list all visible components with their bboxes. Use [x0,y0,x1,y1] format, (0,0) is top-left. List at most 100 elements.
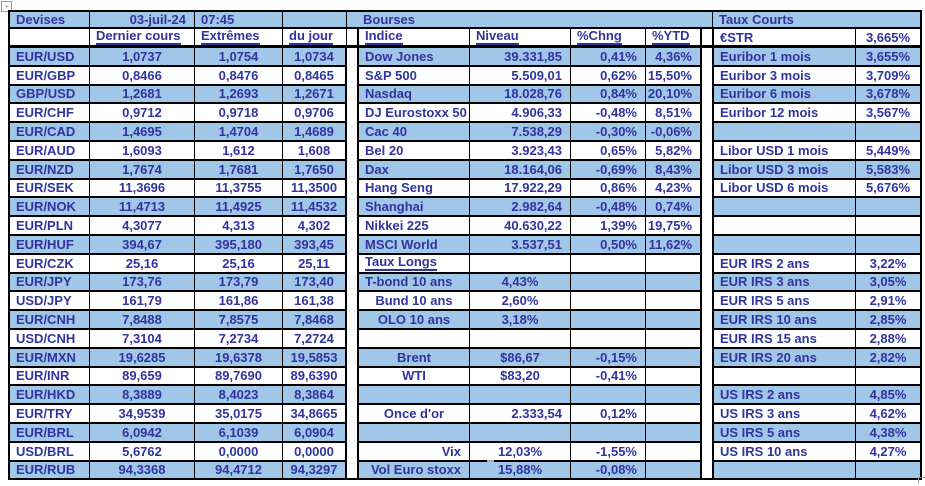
niveau-cell[interactable]: 5.509,01 [470,66,571,86]
devises-title-cell[interactable]: Devises [8,10,90,29]
pct-chng-cell[interactable]: 0,12% [571,405,646,424]
extremes-cell[interactable]: 0,9718 [195,104,283,124]
pct-ytd-cell[interactable] [646,254,702,274]
pct-ytd-cell[interactable] [646,386,702,406]
pct-chng-cell[interactable] [571,273,646,293]
taux-value-cell[interactable] [856,198,922,218]
taux-label-cell[interactable]: EUR IRS 3 ans [712,273,856,293]
niveau-cell[interactable]: 40.630,22 [470,217,571,236]
taux-value-cell[interactable]: 4,85% [856,386,922,406]
du-jour-cell[interactable]: 8,3864 [283,386,347,406]
currency-pair-cell[interactable]: USD/JPY [8,292,90,312]
currency-pair-cell[interactable]: EUR/CNH [8,311,90,330]
pct-chng-cell[interactable]: 0,62% [571,66,646,86]
pct-ytd-cell[interactable] [646,405,702,424]
indice-cell[interactable]: S&P 500 [357,66,470,86]
indice-cell[interactable] [357,329,470,349]
du-jour-cell[interactable]: 7,2724 [283,329,347,349]
currency-pair-cell[interactable]: EUR/BRL [8,423,90,443]
extremes-cell[interactable]: 19,6378 [195,348,283,368]
niveau-cell[interactable] [470,423,571,443]
niveau-cell[interactable]: 3,18% [470,311,571,330]
dernier-cours-cell[interactable]: 6,0942 [90,423,195,443]
pct-ytd-cell[interactable]: 0,74% [646,198,702,218]
pct-ytd-cell[interactable] [646,273,702,293]
taux-label-cell[interactable]: Libor USD 3 mois [712,160,856,180]
extremes-cell[interactable]: 0,8476 [195,66,283,86]
pct-chng-cell[interactable]: 0,65% [571,141,646,161]
pct-ytd-cell[interactable] [646,348,702,368]
currency-pair-cell[interactable]: EUR/PLN [8,217,90,236]
currency-pair-cell[interactable]: EUR/CZK [8,254,90,274]
extremes-cell[interactable]: 6,1039 [195,423,283,443]
currency-pair-cell[interactable]: EUR/JPY [8,273,90,293]
dernier-cours-cell[interactable]: 94,3368 [90,461,195,481]
dernier-cours-cell[interactable]: 25,16 [90,254,195,274]
table-move-handle-icon[interactable]: + [1,1,12,12]
header-extremes[interactable]: Extrêmes [195,29,283,48]
pct-chng-cell[interactable] [571,386,646,406]
taux-label-cell[interactable] [712,235,856,255]
extremes-cell[interactable]: 8,4023 [195,386,283,406]
pct-chng-cell[interactable] [571,311,646,330]
bourses-title-cell[interactable]: Bourses [357,10,702,29]
taux-value-cell[interactable]: 3,665% [856,29,922,48]
indice-cell[interactable] [357,423,470,443]
currency-pair-cell[interactable]: USD/BRL [8,442,90,462]
indice-cell[interactable]: Vol Euro stoxx [357,461,470,481]
taux-value-cell[interactable]: 4,27% [856,442,922,462]
indice-cell[interactable]: Nasdaq [357,85,470,105]
pct-chng-cell[interactable]: -0,08% [571,461,646,481]
pct-ytd-cell[interactable] [646,423,702,443]
niveau-cell[interactable]: $86,67 [470,348,571,368]
pct-ytd-cell[interactable]: 8,51% [646,104,702,124]
extremes-cell[interactable]: 89,7690 [195,367,283,387]
du-jour-cell[interactable]: 1,4689 [283,123,347,142]
pct-ytd-cell[interactable]: 4,23% [646,179,702,199]
taux-label-cell[interactable]: EUR IRS 20 ans [712,348,856,368]
dernier-cours-cell[interactable]: 1,0737 [90,48,195,67]
indice-cell[interactable]: Brent [357,348,470,368]
pct-ytd-cell[interactable] [646,329,702,349]
indice-cell[interactable]: Shanghai [357,198,470,218]
extremes-cell[interactable]: 94,4712 [195,461,283,481]
indice-cell[interactable]: DJ Eurostoxx 50 [357,104,470,124]
du-jour-cell[interactable]: 25,11 [283,254,347,274]
pct-chng-cell[interactable]: -0,41% [571,367,646,387]
taux-value-cell[interactable]: 2,91% [856,292,922,312]
du-jour-cell[interactable]: 1,608 [283,141,347,161]
du-jour-cell[interactable]: 11,4532 [283,198,347,218]
taux-label-cell[interactable]: €STR [712,29,856,48]
taux-value-cell[interactable]: 5,449% [856,141,922,161]
du-jour-cell[interactable]: 0,0000 [283,442,347,462]
taux-label-cell[interactable] [712,198,856,218]
date-cell[interactable]: 03-juil-24 [90,10,195,29]
taux-label-cell[interactable]: Libor USD 6 mois [712,179,856,199]
dernier-cours-cell[interactable]: 161,79 [90,292,195,312]
taux-value-cell[interactable]: 4,62% [856,405,922,424]
pct-chng-cell[interactable]: -0,15% [571,348,646,368]
currency-pair-cell[interactable]: EUR/RUB [8,461,90,481]
pct-ytd-cell[interactable]: 15,50% [646,66,702,86]
taux-value-cell[interactable]: 2,88% [856,329,922,349]
niveau-cell[interactable]: 3.923,43 [470,141,571,161]
du-jour-cell[interactable]: 0,9706 [283,104,347,124]
pct-ytd-cell[interactable]: 4,36% [646,48,702,67]
taux-value-cell[interactable] [856,367,922,387]
pct-ytd-cell[interactable]: 19,75% [646,217,702,236]
niveau-cell[interactable]: 18.028,76 [470,85,571,105]
indice-cell[interactable]: OLO 10 ans [357,311,470,330]
du-jour-cell[interactable]: 4,302 [283,217,347,236]
header-indice[interactable]: Indice [357,29,470,48]
extremes-cell[interactable]: 1,612 [195,141,283,161]
niveau-cell[interactable] [470,386,571,406]
dernier-cours-cell[interactable]: 34,9539 [90,405,195,424]
extremes-cell[interactable]: 35,0175 [195,405,283,424]
extremes-cell[interactable]: 11,4925 [195,198,283,218]
taux-value-cell[interactable] [856,217,922,236]
niveau-cell[interactable]: 4,43% [470,273,571,293]
taux-value-cell[interactable]: 4,38% [856,423,922,443]
taux-label-cell[interactable]: US IRS 5 ans [712,423,856,443]
taux-label-cell[interactable]: Libor USD 1 mois [712,141,856,161]
du-jour-cell[interactable]: 1,7650 [283,160,347,180]
